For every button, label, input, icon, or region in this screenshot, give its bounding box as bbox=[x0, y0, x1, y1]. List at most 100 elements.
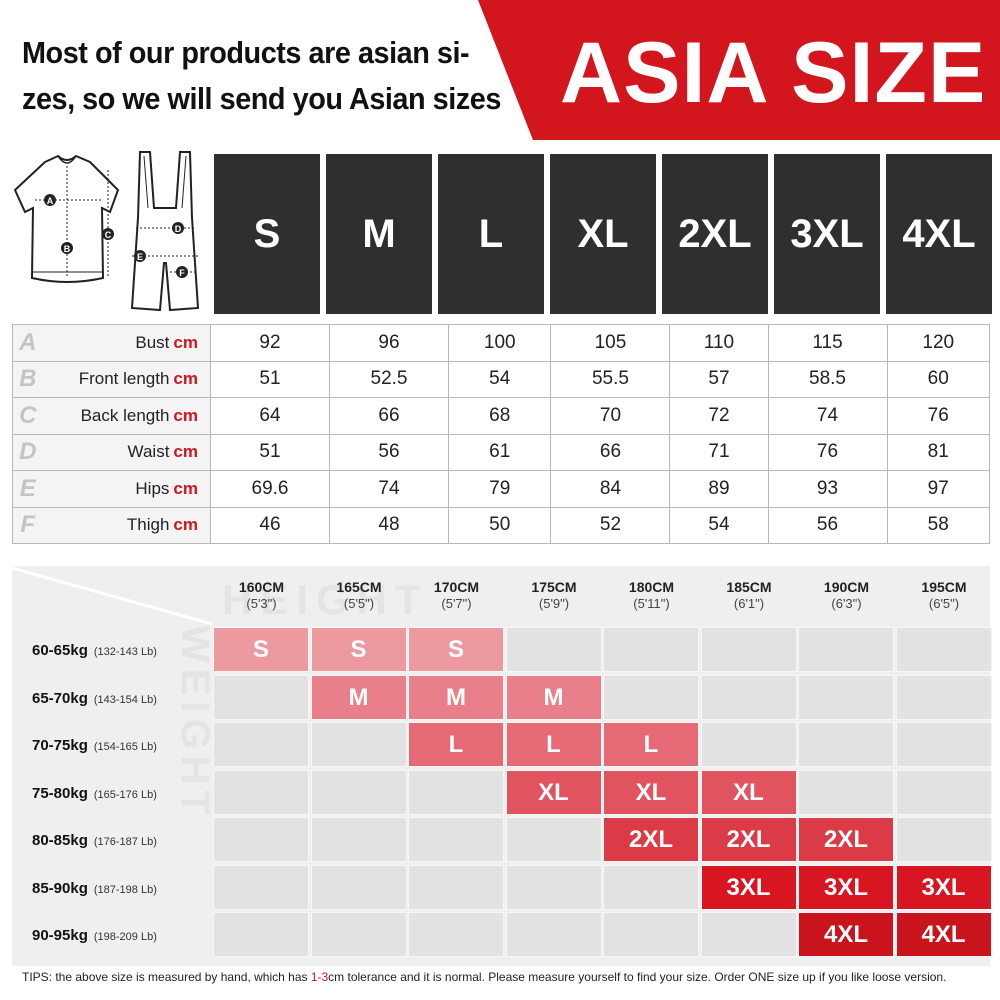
row-letter: D bbox=[12, 433, 43, 471]
empty-grid-cell bbox=[895, 769, 992, 815]
row-letter: A bbox=[12, 324, 43, 362]
measurement-value: 105 bbox=[550, 324, 671, 362]
tips-note: TIPS: the above size is measured by hand… bbox=[22, 970, 992, 984]
empty-grid-cell bbox=[310, 912, 407, 957]
size-header-xl: XL bbox=[550, 154, 656, 314]
measurement-row: C Back length cm 64 66 68 70 72 74 76 bbox=[12, 397, 990, 435]
measurement-value: 71 bbox=[669, 433, 769, 471]
unit-label: cm bbox=[173, 369, 198, 389]
size-recommendation-cell: S bbox=[310, 627, 407, 672]
measurement-row: B Front length cm 51 52.5 54 55.5 57 58.5 60 bbox=[12, 360, 990, 398]
weight-row-header: 85-90kg (187-198 Lb) bbox=[32, 865, 157, 912]
measurement-value: 52 bbox=[550, 506, 671, 544]
measurement-row: A Bust cm 92 96 100 105 110 115 120 bbox=[12, 324, 990, 362]
empty-grid-cell bbox=[213, 674, 309, 720]
header-line-1: Most of our products are asian si- bbox=[22, 35, 470, 70]
header-message: Most of our products are asian si- zes, … bbox=[22, 30, 542, 122]
empty-grid-cell bbox=[700, 627, 797, 672]
height-column-header: 185CM (6'1") bbox=[701, 578, 798, 612]
empty-grid-cell bbox=[213, 817, 309, 862]
measurement-value: 93 bbox=[767, 470, 888, 508]
empty-grid-cell bbox=[700, 722, 797, 767]
row-label: Thigh cm bbox=[42, 506, 211, 544]
size-recommendation-cell: 2XL bbox=[603, 817, 699, 862]
size-recommendation-cell: L bbox=[408, 722, 504, 767]
empty-grid-cell bbox=[505, 864, 602, 910]
height-cm: 170CM bbox=[433, 579, 480, 595]
empty-grid-cell bbox=[213, 912, 309, 957]
height-cm: 160CM bbox=[238, 579, 285, 595]
empty-grid-cell bbox=[895, 722, 992, 767]
empty-grid-cell bbox=[798, 769, 894, 815]
height-cm: 185CM bbox=[726, 579, 772, 595]
marker-c bbox=[102, 228, 114, 240]
size-recommendation-cell: L bbox=[603, 722, 699, 767]
empty-grid-cell bbox=[895, 817, 992, 862]
measurement-value: 52.5 bbox=[329, 360, 449, 398]
size-recommendation-cell: XL bbox=[700, 769, 797, 815]
measurement-name: Bust bbox=[135, 332, 170, 352]
height-column-header: 195CM (6'5") bbox=[896, 578, 993, 612]
height-ft: (6'5") bbox=[928, 596, 960, 611]
height-column-header: 170CM (5'7") bbox=[408, 578, 505, 612]
measurement-value: 55.5 bbox=[550, 360, 671, 398]
header-line-2: zes, so we will send you Asian sizes bbox=[22, 81, 501, 116]
measurement-row: E Hips cm 69.6 74 79 84 89 93 97 bbox=[12, 470, 990, 508]
size-header-l: L bbox=[438, 154, 544, 314]
height-column-header: 180CM (5'11") bbox=[603, 578, 700, 612]
size-recommendation-cell: 3XL bbox=[895, 864, 992, 910]
height-ft: (5'9") bbox=[538, 596, 570, 611]
empty-grid-cell bbox=[895, 627, 992, 672]
measurement-value: 110 bbox=[669, 324, 769, 362]
measurement-value: 66 bbox=[329, 397, 449, 435]
tips-tolerance: 1-3 bbox=[310, 970, 329, 984]
empty-grid-cell bbox=[700, 674, 797, 720]
unit-label: cm bbox=[173, 442, 198, 462]
size-recommendation-cell: 3XL bbox=[700, 864, 797, 910]
marker-f bbox=[176, 266, 188, 278]
marker-a-text: A bbox=[47, 196, 54, 206]
unit-label: cm bbox=[173, 332, 198, 352]
size-recommendation-cell: XL bbox=[505, 769, 602, 815]
measurement-value: 61 bbox=[447, 433, 552, 471]
measurement-value: 68 bbox=[447, 397, 552, 435]
weight-lb: (165-176 Lb) bbox=[93, 788, 157, 801]
banner-title: ASIA SIZE bbox=[560, 25, 987, 121]
empty-grid-cell bbox=[895, 674, 992, 720]
panel-diagonal bbox=[12, 566, 212, 626]
height-ft: (6'1") bbox=[733, 596, 765, 611]
weight-row-header: 70-75kg (154-165 Lb) bbox=[32, 722, 157, 769]
measurement-value: 100 bbox=[447, 324, 552, 362]
measurement-value: 48 bbox=[329, 506, 449, 544]
weight-lb: (132-143 Lb) bbox=[93, 646, 157, 658]
size-recommendation-cell: M bbox=[408, 674, 504, 720]
row-letter: C bbox=[12, 397, 43, 435]
weight-lb: (187-198 Lb) bbox=[93, 883, 157, 896]
weight-row-header: 90-95kg (198-209 Lb) bbox=[32, 912, 157, 959]
size-recommendation-cell: 2XL bbox=[700, 817, 797, 862]
marker-d-text: D bbox=[175, 224, 182, 234]
weight-watermark: WEIGHT bbox=[173, 625, 217, 821]
measurement-name: Back length bbox=[80, 405, 170, 425]
measurement-value: 79 bbox=[447, 470, 552, 508]
measurement-value: 72 bbox=[669, 397, 769, 435]
measurement-table: A Bust cm 92 96 100 105 110 115 120 B Front length c… bbox=[12, 324, 990, 544]
measurement-value: 69.6 bbox=[210, 470, 330, 508]
unit-label: cm bbox=[173, 405, 198, 425]
height-watermark: HEIGHT bbox=[222, 576, 429, 623]
height-cm: 195CM bbox=[921, 579, 967, 595]
size-header-s: S bbox=[214, 154, 320, 314]
weight-row-header: 80-85kg (176-187 Lb) bbox=[32, 817, 157, 864]
empty-grid-cell bbox=[798, 627, 894, 672]
marker-a bbox=[44, 194, 56, 206]
size-header-m: M bbox=[326, 154, 432, 314]
measurement-value: 56 bbox=[329, 433, 449, 471]
bib-illustration: D E F bbox=[130, 151, 200, 312]
measurement-value: 51 bbox=[210, 433, 330, 471]
empty-grid-cell bbox=[408, 817, 504, 862]
empty-grid-cell bbox=[603, 627, 699, 672]
weight-lb: (143-154 Lb) bbox=[93, 693, 157, 706]
empty-grid-cell bbox=[408, 912, 504, 957]
weight-kg: 70-75kg bbox=[32, 737, 88, 754]
empty-grid-cell bbox=[505, 912, 602, 957]
